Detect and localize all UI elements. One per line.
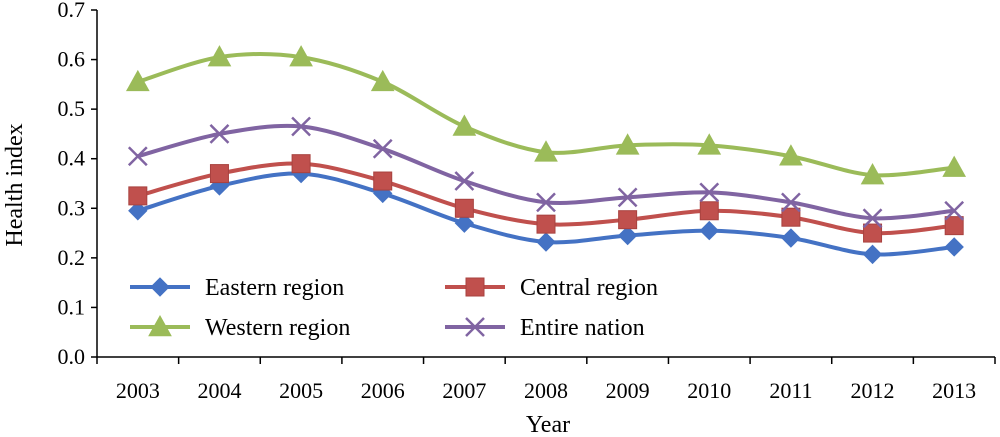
data-point bbox=[209, 164, 229, 184]
x-tick-label: 2003 bbox=[116, 378, 160, 403]
data-point bbox=[454, 171, 475, 191]
data-point bbox=[617, 225, 638, 246]
x-axis-title: Year bbox=[526, 412, 570, 437]
series-line bbox=[137, 123, 955, 221]
data-point bbox=[289, 45, 313, 67]
data-point bbox=[944, 200, 965, 221]
legend-marker bbox=[465, 277, 485, 297]
data-point bbox=[697, 133, 722, 155]
legend-marker bbox=[148, 314, 172, 337]
data-point bbox=[699, 182, 720, 203]
legend-marker bbox=[150, 277, 170, 297]
data-point bbox=[781, 207, 801, 227]
data-point bbox=[209, 124, 230, 144]
series-entire-nation bbox=[127, 116, 965, 229]
data-point bbox=[944, 216, 964, 236]
data-point bbox=[536, 232, 556, 252]
data-point bbox=[862, 208, 883, 229]
data-point bbox=[291, 116, 311, 137]
data-point bbox=[536, 192, 556, 213]
y-axis-title: Health index bbox=[2, 123, 28, 246]
x-tick-label: 2006 bbox=[361, 378, 405, 403]
series-layer bbox=[125, 45, 967, 265]
data-point bbox=[128, 201, 148, 221]
data-point bbox=[454, 198, 474, 218]
legend-label: Western region bbox=[205, 315, 350, 341]
y-tick-label: 0.2 bbox=[58, 245, 86, 270]
x-tick-label: 2011 bbox=[769, 378, 812, 403]
data-point bbox=[942, 155, 967, 177]
data-point bbox=[127, 146, 148, 167]
x-tick-label: 2009 bbox=[606, 378, 650, 403]
legend-item-western-region: Western region bbox=[130, 314, 350, 341]
y-tick-label: 0.7 bbox=[58, 0, 86, 22]
legend-label: Entire nation bbox=[520, 315, 645, 341]
x-tick-label: 2012 bbox=[851, 378, 895, 403]
data-point bbox=[781, 228, 801, 248]
legend-marker bbox=[465, 317, 485, 337]
series-central-region bbox=[128, 154, 964, 243]
data-point bbox=[372, 138, 393, 159]
data-point bbox=[860, 163, 885, 185]
x-tick-label: 2013 bbox=[932, 378, 976, 403]
data-point bbox=[944, 237, 964, 257]
data-point bbox=[781, 192, 801, 213]
y-tick-label: 0.0 bbox=[58, 344, 86, 369]
legend-item-entire-nation: Entire nation bbox=[445, 315, 645, 341]
y-tick-label: 0.4 bbox=[58, 146, 86, 171]
data-point bbox=[454, 213, 475, 233]
data-point bbox=[207, 45, 232, 67]
data-point bbox=[125, 69, 150, 92]
data-point bbox=[699, 220, 719, 241]
data-point bbox=[617, 187, 638, 208]
data-point bbox=[618, 210, 638, 230]
legend-label: Central region bbox=[520, 275, 658, 301]
data-point bbox=[863, 223, 883, 243]
data-point bbox=[615, 133, 640, 155]
data-point bbox=[536, 214, 556, 234]
legend-item-eastern-region: Eastern region bbox=[130, 275, 344, 301]
data-point bbox=[370, 69, 395, 92]
data-point bbox=[862, 244, 883, 265]
data-point bbox=[779, 144, 803, 166]
series-western-region bbox=[125, 45, 967, 185]
y-tick-label: 0.1 bbox=[58, 294, 86, 319]
data-point bbox=[699, 201, 719, 221]
y-tick-label: 0.3 bbox=[58, 195, 86, 220]
data-point bbox=[128, 186, 148, 206]
legend: Eastern region Central region Western regi… bbox=[130, 275, 658, 341]
axes: 0.0 0.1 0.2 0.3 0.4 0.5 0.6 0.7 2003 2004 2005 2006… bbox=[58, 0, 996, 403]
data-point bbox=[373, 171, 393, 191]
x-tick-label: 2004 bbox=[197, 378, 241, 403]
data-point bbox=[452, 114, 477, 136]
x-tick-label: 2005 bbox=[279, 378, 323, 403]
x-tick-label: 2010 bbox=[687, 378, 731, 403]
x-tick-label: 2008 bbox=[524, 378, 568, 403]
data-point bbox=[291, 154, 311, 174]
legend-label: Eastern region bbox=[205, 275, 344, 301]
legend-item-central-region: Central region bbox=[445, 275, 658, 301]
data-point bbox=[534, 140, 558, 162]
y-tick-label: 0.6 bbox=[58, 47, 86, 72]
x-tick-label: 2007 bbox=[442, 378, 486, 403]
y-tick-label: 0.5 bbox=[58, 96, 86, 121]
